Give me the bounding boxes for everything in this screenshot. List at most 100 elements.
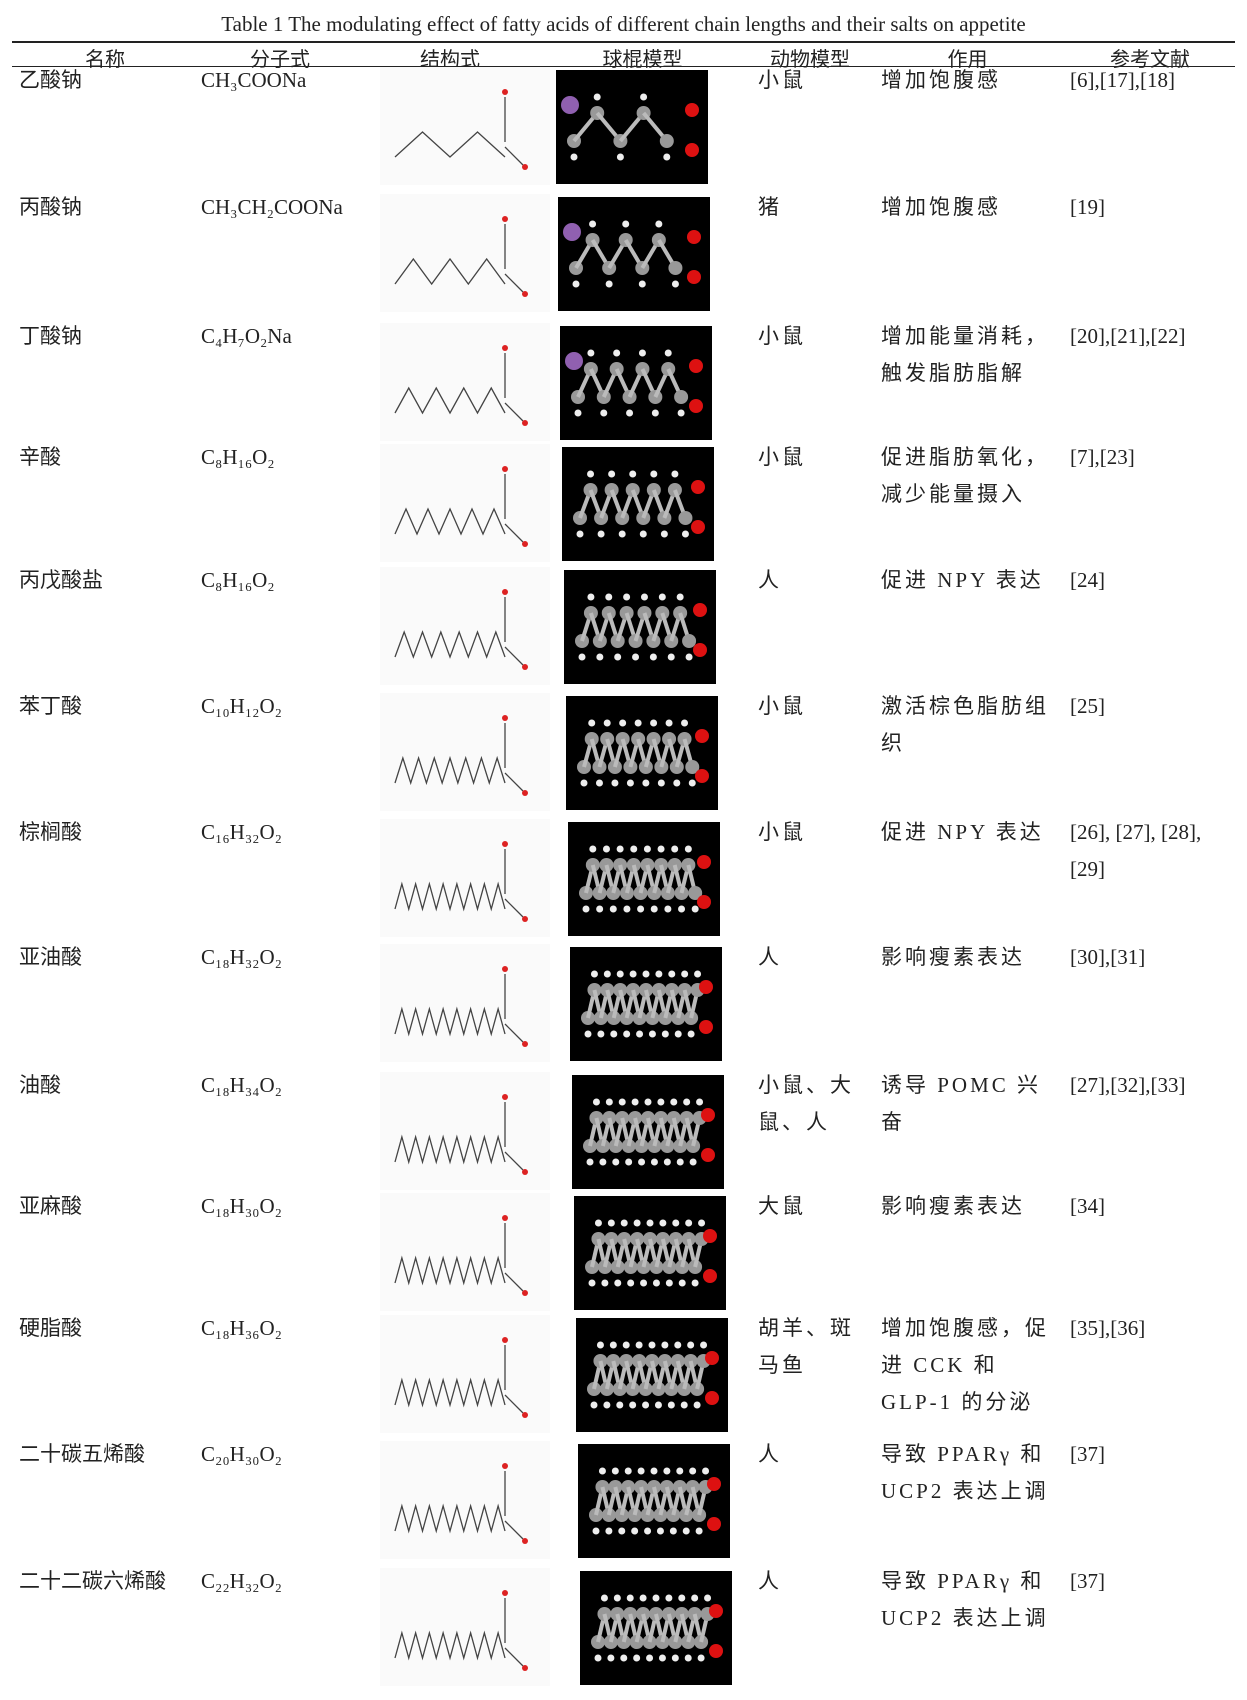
hydrogen: [571, 154, 578, 161]
hydrogen: [620, 1655, 627, 1662]
oxygen: [502, 1590, 508, 1596]
structure-drawing: [380, 323, 550, 441]
oxygen-atom: [705, 1351, 719, 1365]
hydrogen: [593, 1099, 600, 1106]
bond-chain: [395, 758, 505, 783]
hydrogen: [642, 780, 649, 787]
hydrogen: [640, 94, 647, 101]
hydrogen: [594, 94, 601, 101]
oxygen: [502, 1094, 508, 1100]
effect-cell: 影响瘦素表达: [881, 1188, 1061, 1225]
hydrogen: [665, 350, 672, 357]
oxygen-atom: [693, 643, 707, 657]
name-cell: 丙酸钠: [19, 189, 189, 226]
hydrogen: [647, 1220, 654, 1227]
hydrogen: [636, 1031, 643, 1038]
hydrogen: [677, 1159, 684, 1166]
carbon: [660, 134, 674, 148]
hydrogen: [672, 1655, 679, 1662]
hydrogen: [595, 1220, 602, 1227]
hydrogen: [597, 1342, 604, 1349]
hydrogen: [608, 471, 615, 478]
hydrogen: [655, 1402, 662, 1409]
hydrogen: [612, 1159, 619, 1166]
bond-chain: [395, 1258, 505, 1283]
oxygen-atom: [709, 1604, 723, 1618]
hydrogen: [597, 1031, 604, 1038]
hydrogen: [687, 1342, 694, 1349]
hydrogen: [573, 281, 580, 288]
hydrogen: [596, 654, 603, 661]
hydrogen: [672, 281, 679, 288]
o-bond: [505, 524, 523, 542]
oxygen-atom: [701, 1148, 715, 1162]
oxygen: [502, 1463, 508, 1469]
oxygen: [502, 345, 508, 351]
hydrogen: [605, 594, 612, 601]
structure-drawing: [380, 1193, 550, 1311]
hydrogen: [596, 906, 603, 913]
o-bond: [505, 1152, 523, 1170]
hydrogen: [688, 1031, 695, 1038]
hydrogen: [626, 410, 633, 417]
hydrogen: [653, 1280, 660, 1287]
effect-cell: 增加饱腹感: [881, 62, 1061, 99]
reference-cell: [6],[17],[18]: [1070, 62, 1240, 99]
hydrogen: [679, 1280, 686, 1287]
hydrogen: [670, 1099, 677, 1106]
table-title: Table 1 The modulating effect of fatty a…: [0, 12, 1247, 37]
hydrogen: [690, 1159, 697, 1166]
formula-cell: C₈H₁₆O₂: [201, 562, 376, 599]
hydrogen: [634, 1220, 641, 1227]
hydrogen: [661, 1342, 668, 1349]
hydrogen: [621, 1220, 628, 1227]
reference-cell: [37]: [1070, 1436, 1240, 1473]
name-cell: 亚油酸: [19, 939, 189, 976]
o-bond: [505, 1273, 523, 1291]
hydrogen: [595, 1655, 602, 1662]
structure-drawing: [380, 944, 550, 1062]
hydrogen: [601, 1595, 608, 1602]
formula-cell: C₈H₁₆O₂: [201, 439, 376, 476]
reference-cell: [20],[21],[22]: [1070, 318, 1240, 355]
hydrogen: [683, 1528, 690, 1535]
name-cell: 油酸: [19, 1067, 189, 1104]
hydrogen: [610, 1031, 617, 1038]
hydrogen: [611, 780, 618, 787]
hydrogen: [664, 906, 671, 913]
header-cell: 球棍模型: [555, 43, 730, 72]
hydrogen: [639, 281, 646, 288]
bond-chain: [395, 1633, 505, 1658]
formula-cell: C₄H₇O₂Na: [201, 318, 376, 355]
hydrogen: [619, 531, 626, 538]
structure-drawing: [380, 567, 550, 685]
structure-drawing: [380, 444, 550, 562]
ball-stick-model: [574, 1196, 726, 1310]
hydrogen: [622, 221, 629, 228]
hydrogen: [650, 471, 657, 478]
o-bond: [505, 147, 523, 165]
oxygen: [522, 164, 528, 170]
oxygen: [502, 966, 508, 972]
hydrogen: [605, 1528, 612, 1535]
reference-cell: [30],[31]: [1070, 939, 1240, 976]
ball-stick-model: [576, 1318, 728, 1432]
hydrogen: [646, 1655, 653, 1662]
oxygen-atom: [687, 270, 701, 284]
hydrogen: [608, 1220, 615, 1227]
hydrogen: [682, 531, 689, 538]
oxygen: [522, 664, 528, 670]
hydrogen: [685, 846, 692, 853]
hydrogen: [689, 1468, 696, 1475]
hydrogen: [653, 1595, 660, 1602]
hydrogen: [635, 720, 642, 727]
structure-drawing: [380, 1072, 550, 1190]
hydrogen: [625, 1468, 632, 1475]
name-cell: 二十碳五烯酸: [19, 1436, 189, 1473]
structure-drawing: [380, 1568, 550, 1686]
bond-chain: [395, 1380, 505, 1405]
structure-drawing: [380, 1441, 550, 1559]
hydrogen: [587, 350, 594, 357]
animal-cell: 小鼠、大鼠、人: [758, 1067, 863, 1141]
hydrogen: [686, 654, 693, 661]
